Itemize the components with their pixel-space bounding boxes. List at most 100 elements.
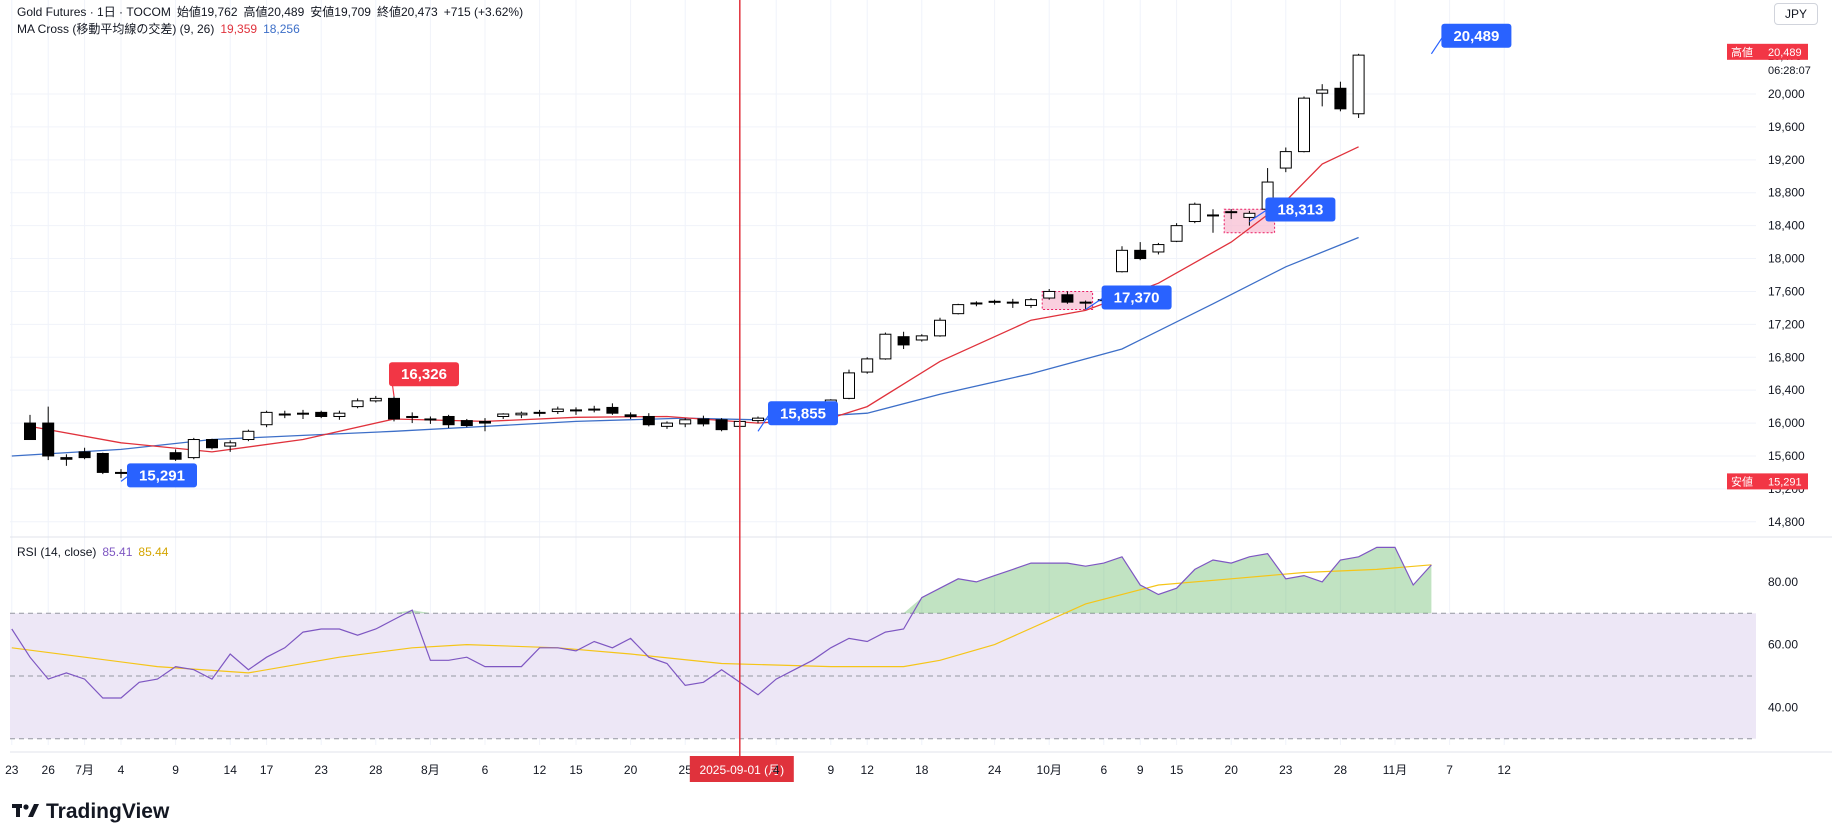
candle-body <box>952 304 965 315</box>
candle-body <box>206 439 218 449</box>
candle <box>661 421 673 429</box>
candle-body <box>915 335 928 341</box>
price-labels: 15,291 16,326 15,855 17,370 18,313 20,489 <box>120 23 1512 488</box>
candle-body <box>570 409 582 412</box>
candle-body <box>497 413 510 417</box>
candle-body <box>679 419 692 425</box>
candle <box>1043 288 1056 300</box>
time-tick-label: 4 <box>118 763 125 777</box>
candle-body <box>1334 87 1347 110</box>
time-tick-label: 28 <box>1334 763 1348 777</box>
price-label-box <box>1101 285 1172 310</box>
marker-box <box>1727 43 1808 60</box>
rsi-name: RSI (14, close) <box>17 545 97 559</box>
candle <box>369 395 382 403</box>
crosshair-date-text: 2025-09-01 (月) <box>699 763 784 777</box>
candle-body <box>1279 151 1292 169</box>
candle <box>1279 147 1292 173</box>
candle-body <box>606 406 619 414</box>
candle <box>24 414 36 441</box>
candle <box>1116 246 1128 273</box>
high-value: 20,489 <box>267 5 305 19</box>
candle-body <box>861 358 874 373</box>
candle <box>260 410 273 428</box>
candle <box>697 415 710 427</box>
tradingview-logo-icon <box>12 800 40 824</box>
time-tick-label: 14 <box>224 763 238 777</box>
time-tick-label: 12 <box>533 763 547 777</box>
candle <box>1134 242 1147 261</box>
price-label: 16,326 <box>389 362 459 397</box>
candle <box>406 412 419 424</box>
candle-body <box>1225 211 1238 214</box>
rsi-background <box>10 612 1756 740</box>
price-tick-label: 19,600 <box>1768 120 1805 134</box>
candle <box>187 437 200 460</box>
candle-body <box>78 451 91 459</box>
candle-body <box>96 453 109 473</box>
candle <box>1243 210 1256 226</box>
candle <box>424 416 437 424</box>
countdown-label: 06:28:07 <box>1768 65 1811 77</box>
candle-body <box>1079 301 1092 304</box>
candle <box>96 452 109 475</box>
candle-body <box>551 408 564 413</box>
candle <box>515 411 528 419</box>
currency-button[interactable]: JPY <box>1774 3 1818 25</box>
candle <box>952 303 965 315</box>
price-label-pointer <box>1249 209 1268 223</box>
time-axis: 23 26 7月 4 9 14 17 23 28 8月 6 12 15 20 25 2025-09-01 (月… <box>5 756 1511 782</box>
marker-box <box>1727 473 1808 490</box>
price-tick-label: 16,800 <box>1768 350 1805 364</box>
candle-body <box>369 397 382 402</box>
candle-body <box>1298 97 1310 153</box>
candle <box>333 410 346 420</box>
price-label-text: 17,370 <box>1114 290 1160 307</box>
candle <box>679 418 692 428</box>
ma-slow-value: 18,256 <box>263 22 300 36</box>
time-tick-label: 18 <box>915 763 929 777</box>
candle-body <box>1116 249 1128 273</box>
rsi-tick-label: 80.00 <box>1768 575 1798 589</box>
time-tick-label: 9 <box>1137 763 1144 777</box>
price-label-text: 15,291 <box>139 467 185 484</box>
price-label-box <box>768 401 838 426</box>
time-tick-label: 8月 <box>421 763 440 777</box>
candle-body <box>843 372 855 399</box>
rsi-overbought-fill <box>11 547 1432 614</box>
candle <box>642 413 655 427</box>
crosshair-date-label: 2025-09-01 (月) <box>689 756 794 782</box>
candle-body <box>1188 203 1201 223</box>
candle-body <box>879 333 892 360</box>
price-label-box <box>389 362 459 387</box>
marker-value: 20,489 <box>1768 47 1802 59</box>
candle-body <box>260 411 273 426</box>
time-tick-label: 23 <box>315 763 329 777</box>
price-label: 15,855 <box>757 401 838 432</box>
candle <box>606 403 619 415</box>
candle <box>1334 81 1347 112</box>
rsi-tick-label: 40.00 <box>1768 700 1798 714</box>
candle-body <box>442 415 455 426</box>
candle <box>479 418 491 432</box>
price-label: 17,370 <box>1085 285 1172 311</box>
time-tick-label: 25 <box>679 763 693 777</box>
candle-body <box>224 442 237 447</box>
candle <box>715 418 728 432</box>
candle <box>242 429 255 442</box>
candle-body <box>424 418 437 421</box>
marker-label: 安値 <box>1731 474 1753 488</box>
candle <box>60 454 73 466</box>
low-marker: 安値 15,291 <box>1727 473 1808 490</box>
rsi-ma-value: 85.44 <box>138 545 169 559</box>
candle-body <box>1316 89 1329 94</box>
time-tick-label: 15 <box>1170 763 1184 777</box>
rsi-lines <box>11 546 1432 699</box>
candle-body <box>24 422 36 441</box>
candle-body <box>988 300 1001 303</box>
candle-body <box>752 417 764 422</box>
tradingview-logo[interactable]: TradingView <box>12 800 169 824</box>
candle <box>1298 96 1310 153</box>
candle <box>897 331 910 350</box>
